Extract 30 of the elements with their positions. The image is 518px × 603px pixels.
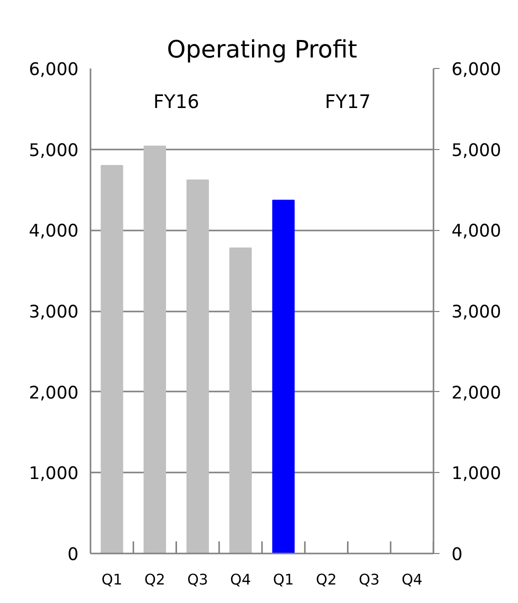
x-tick-label: Q4 bbox=[402, 572, 423, 588]
y-tick-label: 0 bbox=[452, 545, 463, 565]
y2-tick-label: 0 bbox=[67, 545, 79, 565]
y-tick-label: 4,000 bbox=[452, 222, 502, 242]
y2-tick-label: 2,000 bbox=[28, 383, 79, 404]
y-tick-label: 3,000 bbox=[452, 302, 502, 322]
x-tick-label: Q3 bbox=[358, 572, 380, 588]
x-tick-label: Q3 bbox=[187, 572, 208, 588]
chart-title: Operating Profit bbox=[166, 36, 358, 64]
x-tick-label: Q2 bbox=[144, 572, 166, 588]
bar bbox=[186, 180, 209, 554]
annotation: FY17 bbox=[324, 92, 371, 113]
y-tick-label: 6,000 bbox=[452, 60, 502, 80]
y-tick-label: 2,000 bbox=[452, 383, 502, 404]
y2-tick-label: 5,000 bbox=[28, 140, 79, 161]
x-tick-label: Q2 bbox=[316, 572, 337, 588]
y2-tick-label: 3,000 bbox=[28, 302, 79, 322]
x-tick-label: Q1 bbox=[273, 572, 294, 588]
bar bbox=[100, 165, 124, 554]
x-tick-label: Q1 bbox=[102, 572, 122, 588]
y-tick-label: 1,000 bbox=[452, 464, 502, 484]
bar bbox=[144, 146, 166, 554]
y-tick-label: 5,000 bbox=[452, 140, 502, 161]
bar bbox=[272, 200, 295, 554]
y2-tick-label: 4,000 bbox=[28, 222, 79, 242]
annotation: FY16 bbox=[153, 92, 200, 113]
y2-tick-label: 6,000 bbox=[28, 60, 79, 80]
bar bbox=[229, 247, 252, 554]
y2-tick-label: 1,000 bbox=[28, 464, 79, 484]
x-tick-label: Q4 bbox=[230, 572, 252, 588]
